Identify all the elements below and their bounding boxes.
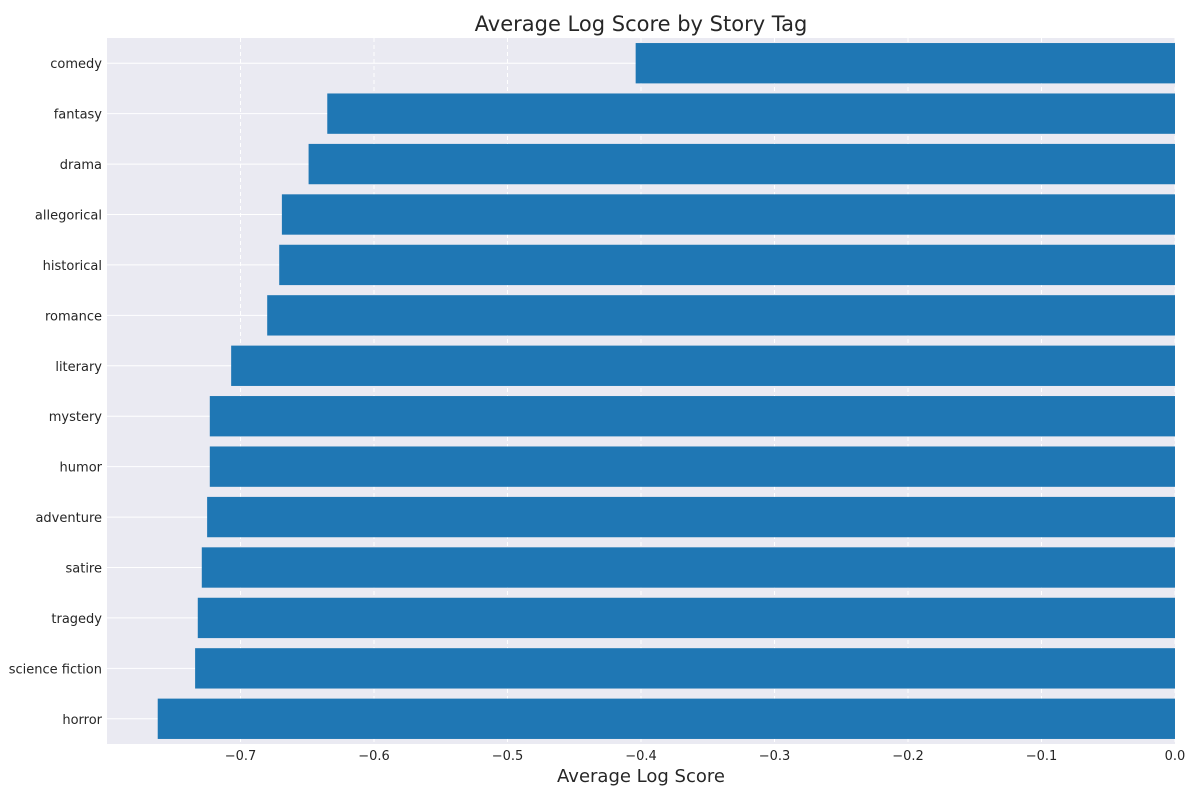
x-tick-label: −0.2	[892, 749, 924, 764]
y-tick-label: romance	[45, 309, 102, 324]
bar-romance	[267, 295, 1175, 336]
y-tick-label: humor	[60, 461, 103, 476]
x-tick-label: −0.6	[358, 749, 390, 764]
x-axis-ticks: −0.7 −0.6 −0.5 −0.4 −0.3 −0.2 −0.1 0.0	[225, 749, 1186, 764]
x-tick-label: −0.4	[625, 749, 657, 764]
y-tick-label: comedy	[50, 57, 102, 72]
y-tick-label: mystery	[49, 410, 103, 425]
chart-title: Average Log Score by Story Tag	[475, 12, 808, 36]
bar-adventure	[207, 496, 1175, 538]
bar-horror	[157, 698, 1176, 739]
bar-literary	[231, 345, 1175, 386]
y-tick-label: literary	[55, 360, 102, 375]
y-tick-label: satire	[65, 562, 102, 577]
bar-science-fiction	[195, 648, 1176, 689]
x-tick-label: 0.0	[1165, 749, 1186, 764]
bar-allegorical	[281, 194, 1175, 235]
bar-mystery	[209, 396, 1176, 437]
y-axis-ticks: comedy fantasy drama allegorical historical r…	[9, 57, 103, 728]
y-tick-label: allegorical	[35, 209, 102, 224]
x-tick-label: −0.3	[759, 749, 791, 764]
x-tick-label: −0.1	[1026, 749, 1058, 764]
bar-fantasy	[327, 93, 1175, 134]
bars	[157, 43, 1176, 739]
bar-drama	[308, 143, 1176, 185]
bar-historical	[279, 244, 1176, 286]
y-tick-label: horror	[62, 713, 102, 728]
y-tick-label: historical	[43, 259, 102, 274]
y-tick-label: adventure	[35, 511, 102, 526]
bar-satire	[201, 547, 1175, 588]
x-axis-label: Average Log Score	[557, 766, 725, 787]
y-tick-label: science fiction	[9, 662, 102, 677]
y-tick-label: tragedy	[51, 612, 102, 627]
y-tick-label: drama	[60, 158, 102, 173]
x-tick-label: −0.5	[492, 749, 524, 764]
x-tick-label: −0.7	[225, 749, 257, 764]
y-tick-label: fantasy	[54, 108, 103, 123]
bar-tragedy	[197, 597, 1175, 639]
bar-humor	[209, 446, 1176, 487]
bar-comedy	[635, 43, 1175, 84]
